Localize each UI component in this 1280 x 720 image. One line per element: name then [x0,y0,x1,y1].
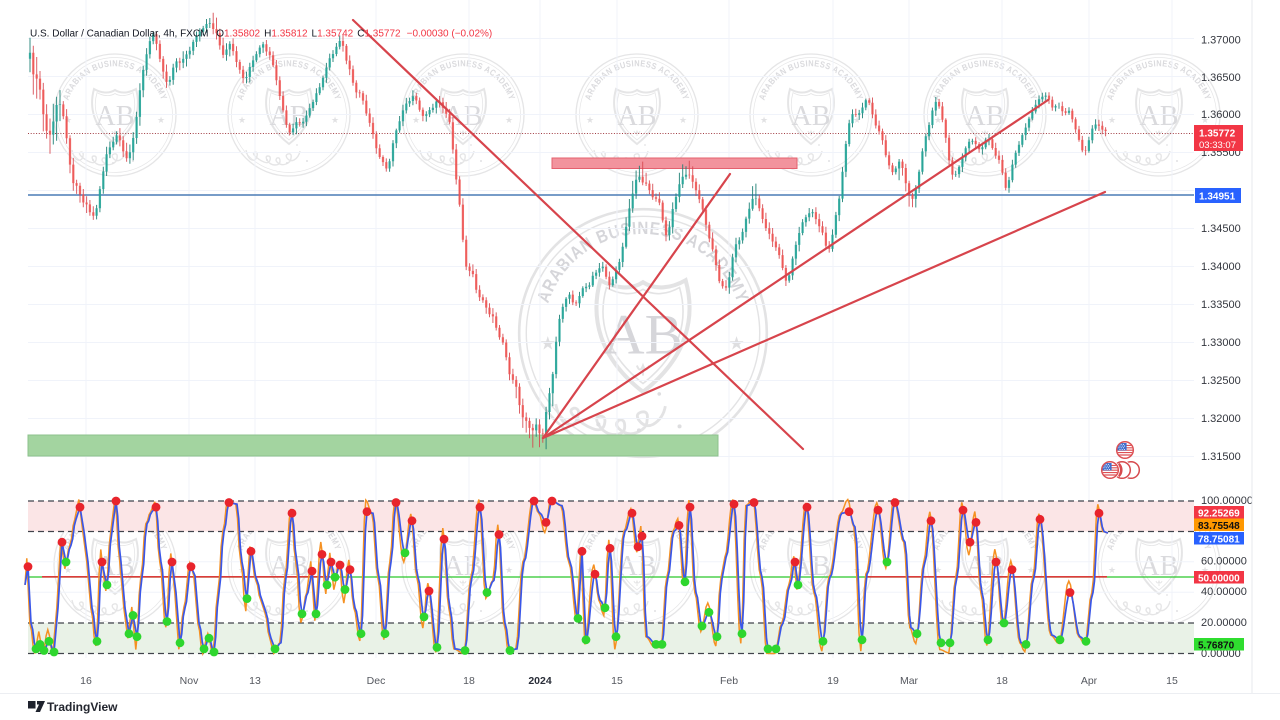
svg-text:Nov: Nov [180,675,199,687]
svg-text:1.36000: 1.36000 [1201,109,1241,121]
svg-text:15: 15 [611,675,623,687]
svg-text:100.00000: 100.00000 [1201,495,1253,507]
svg-text:13: 13 [249,675,261,687]
svg-text:40.00000: 40.00000 [1201,586,1247,598]
svg-text:1.33000: 1.33000 [1201,337,1241,349]
svg-text:Apr: Apr [1081,675,1098,687]
svg-text:Mar: Mar [900,675,919,687]
svg-text:2024: 2024 [528,675,552,687]
svg-text:1.37000: 1.37000 [1201,35,1241,47]
svg-text:03:33:07: 03:33:07 [1199,140,1236,151]
svg-text:1.34000: 1.34000 [1201,261,1241,273]
svg-text:5.76870: 5.76870 [1198,641,1235,652]
svg-text:1.32500: 1.32500 [1201,375,1241,387]
svg-text:Dec: Dec [367,675,386,687]
svg-text:1.35772: 1.35772 [1199,129,1236,140]
svg-text:TradingView: TradingView [47,700,118,714]
svg-text:78.75081: 78.75081 [1198,535,1240,546]
svg-text:92.25269: 92.25269 [1198,509,1240,520]
svg-text:20.00000: 20.00000 [1201,617,1247,629]
svg-text:1.32000: 1.32000 [1201,413,1241,425]
svg-text:50.00000: 50.00000 [1198,574,1240,585]
svg-text:1.31500: 1.31500 [1201,451,1241,463]
svg-text:60.00000: 60.00000 [1201,556,1247,568]
svg-text:Feb: Feb [720,675,738,687]
svg-text:16: 16 [80,675,92,687]
svg-text:0.00000: 0.00000 [1201,648,1241,660]
svg-text:1.33500: 1.33500 [1201,299,1241,311]
svg-text:1.34951: 1.34951 [1199,192,1236,203]
svg-text:1.34500: 1.34500 [1201,223,1241,235]
svg-text:U.S. Dollar / Canadian Dollar,: U.S. Dollar / Canadian Dollar, 4h, FXCM … [30,29,492,40]
svg-text:83.75548: 83.75548 [1198,521,1240,532]
svg-text:18: 18 [996,675,1008,687]
svg-text:19: 19 [827,675,839,687]
svg-text:18: 18 [463,675,475,687]
svg-text:15: 15 [1166,675,1178,687]
svg-text:1.36500: 1.36500 [1201,72,1241,84]
